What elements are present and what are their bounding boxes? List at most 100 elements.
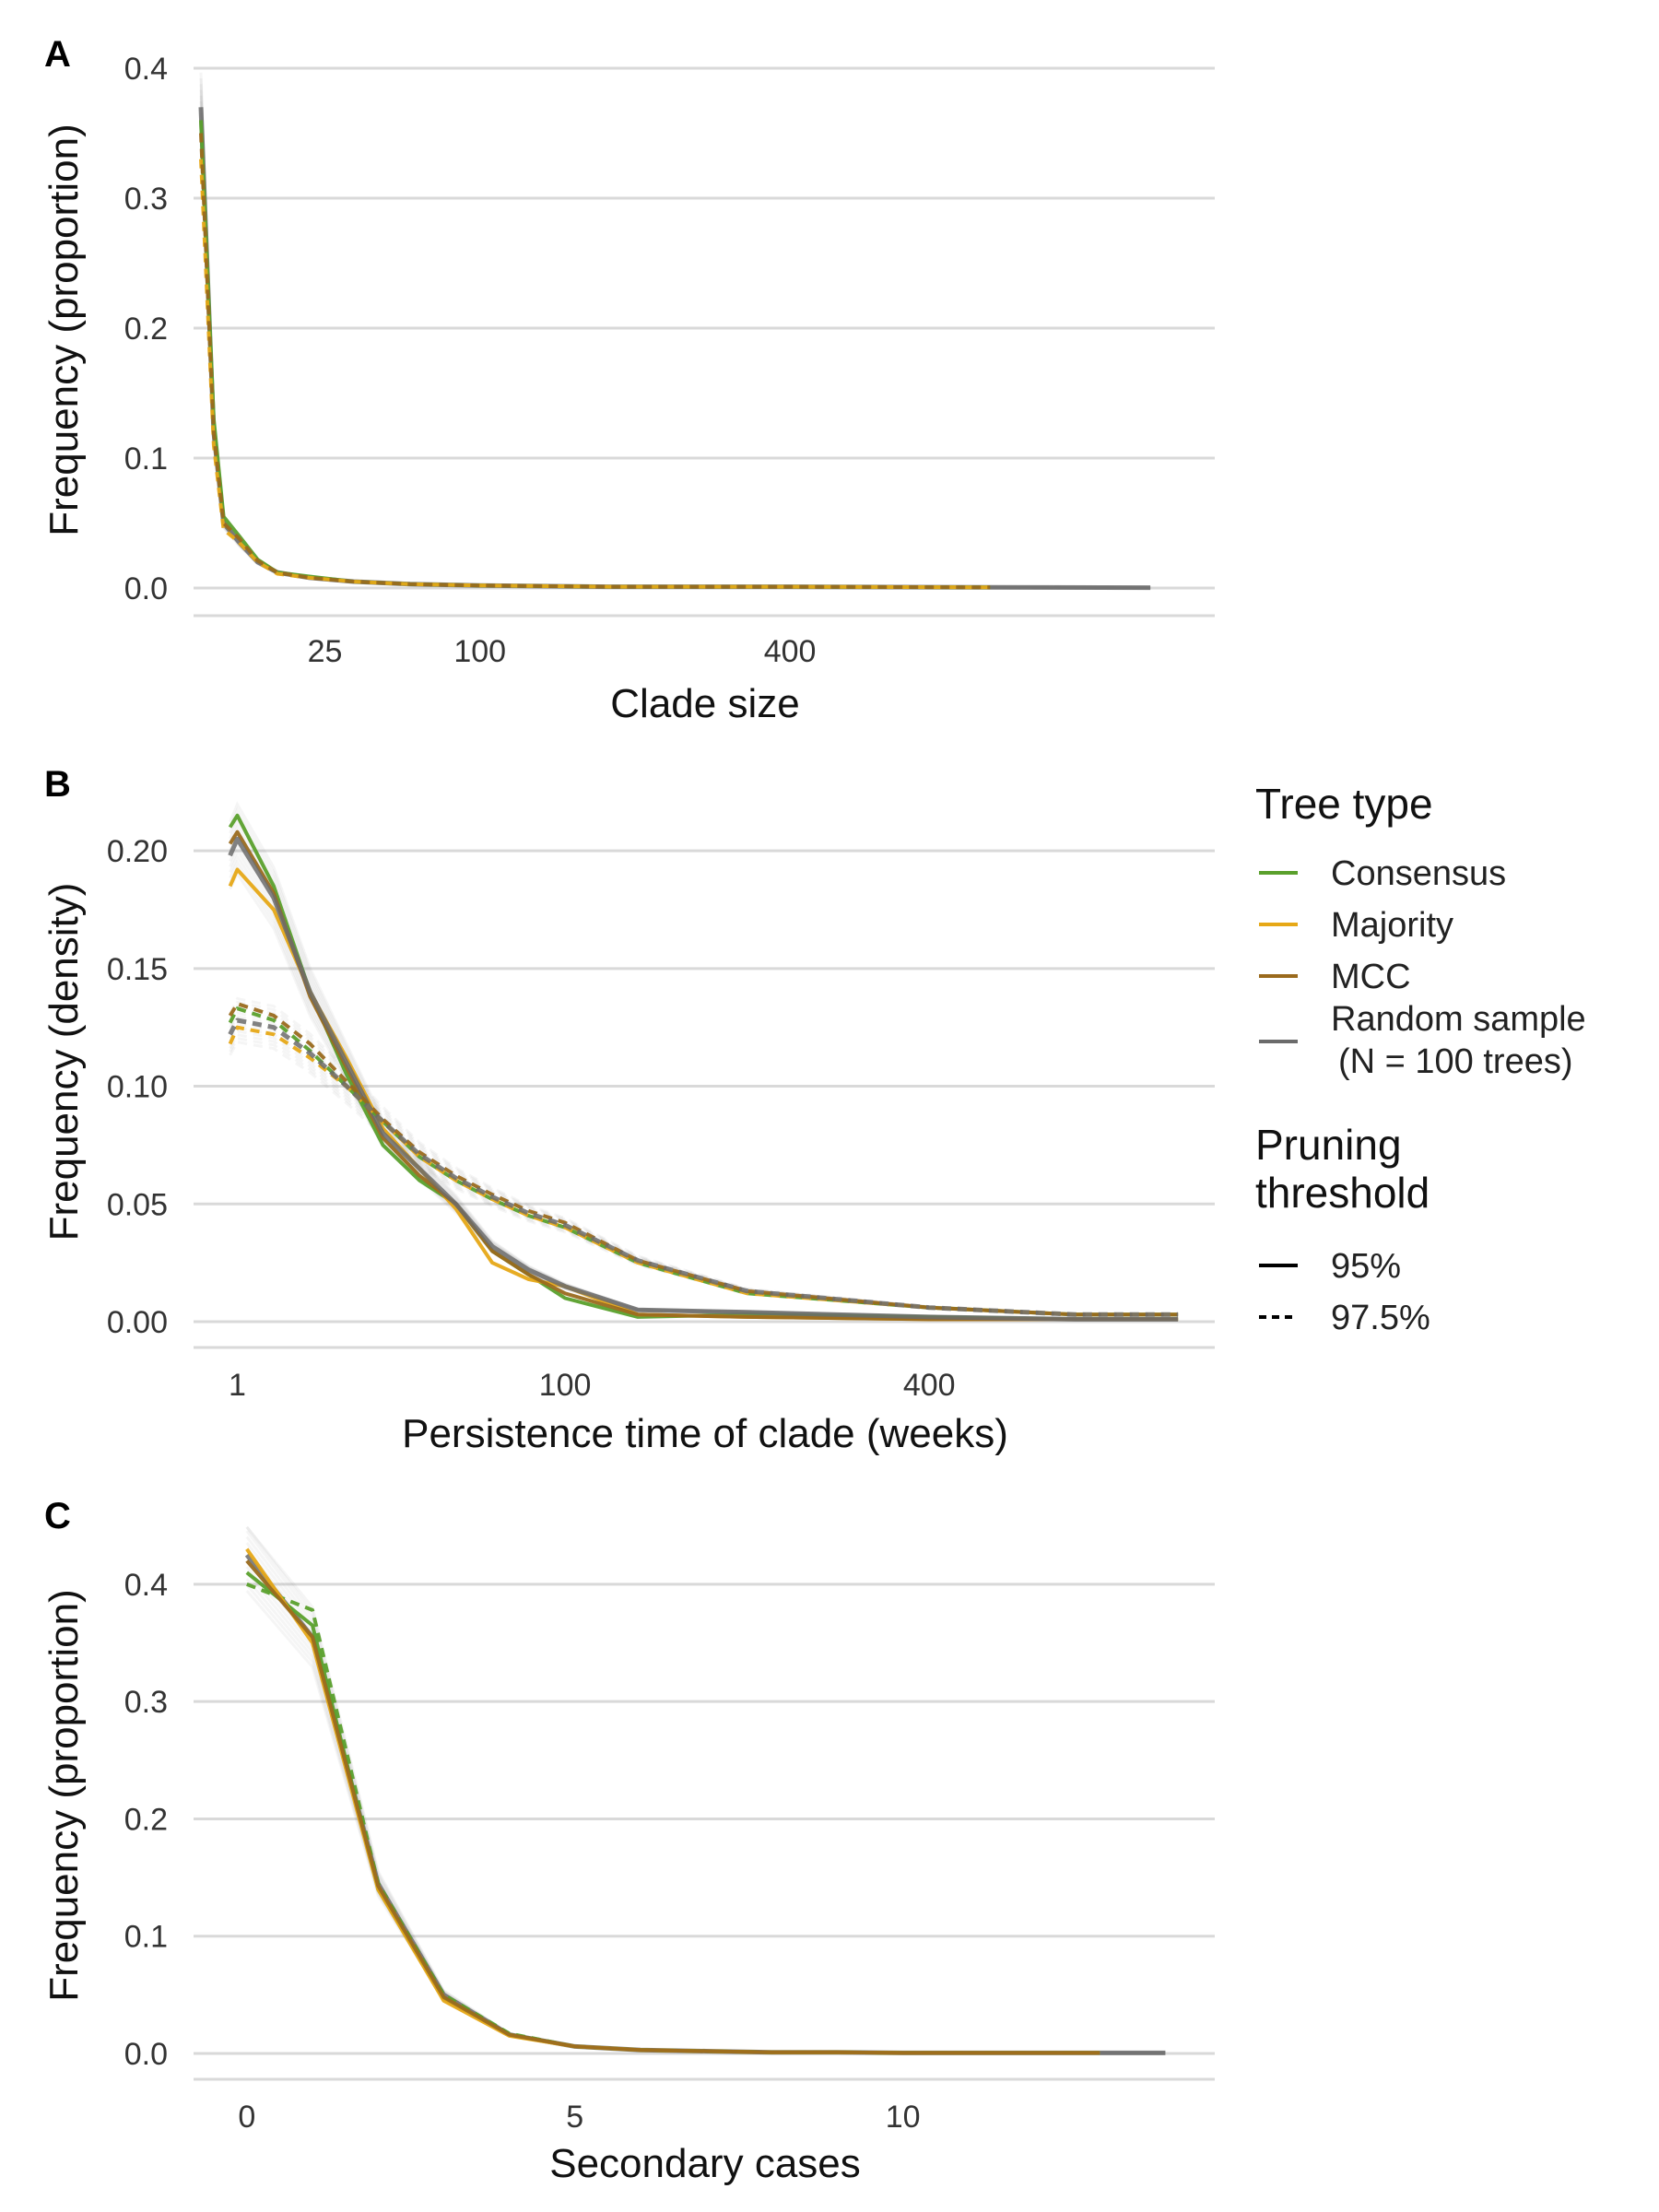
random-sample-trace: [245, 1571, 1166, 2054]
random-sample-trace: [245, 1530, 1166, 2054]
consensus-95-line: [245, 1571, 1100, 2055]
random-sample-trace: [199, 135, 1151, 590]
random-sample-trace: [199, 77, 1151, 590]
majority-95-line: [245, 1547, 1100, 2055]
random-sample-trace: [245, 1590, 1166, 2054]
random-sample-trace: [229, 1022, 1179, 1316]
x-tick-label: 400: [764, 634, 817, 669]
random-sample-trace: [229, 1015, 1179, 1316]
random-sample-trace: [245, 1566, 1166, 2054]
random-sample-95-line: [198, 107, 1151, 591]
legend-random-note: (N = 100 trees): [1338, 1042, 1573, 1081]
legend-consensus-label: Consensus: [1331, 854, 1506, 893]
panel-b-grid: [194, 849, 1215, 1324]
random-sample-trace: [229, 818, 1179, 1321]
y-tick-label: 0.2: [124, 312, 168, 347]
panel-a-grid: [194, 66, 1215, 590]
mcc-975-line: [228, 1002, 1179, 1317]
y-tick-label: 0.2: [124, 1802, 168, 1837]
x-tick-label: 0: [238, 2100, 255, 2135]
panel-b-y-title: Frequency (density): [41, 883, 87, 1241]
panel-c-y-title: Frequency (proportion): [41, 1589, 87, 2002]
random-sample-trace: [245, 1559, 1166, 2054]
random-sample-trace: [229, 1036, 1179, 1317]
legend-tree-type-title: Tree type: [1255, 780, 1433, 828]
y-tick-label: 0.10: [107, 1070, 168, 1105]
panel-a-x-title: Clade size: [610, 681, 799, 726]
x-tick-label: 10: [886, 2100, 921, 2135]
y-tick-label: 0.1: [124, 441, 168, 477]
random-sample-trace: [229, 806, 1179, 1321]
random-sample-trace: [229, 859, 1179, 1322]
panel-a-y-title: Frequency (proportion): [41, 124, 87, 536]
random-sample-trace: [245, 1525, 1166, 2054]
panel-b-ticks: 0.00 0.05 0.10 0.15 0.20 1 100 400: [107, 834, 956, 1403]
random-sample-trace: [229, 1004, 1179, 1316]
legend-pruning-title-2: threshold: [1255, 1169, 1430, 1217]
legend-pruning-title-1: Pruning: [1255, 1121, 1402, 1169]
random-sample-trace: [199, 124, 1151, 590]
x-tick-label: 5: [566, 2100, 583, 2135]
random-sample-trace: [199, 100, 1151, 590]
y-tick-label: 0.0: [124, 2037, 168, 2072]
random-sample-trace: [199, 89, 1151, 590]
legend-random-label: Random sample: [1331, 1000, 1586, 1039]
consensus-95-line: [199, 120, 991, 590]
panel-c-grid: [194, 1583, 1215, 2055]
panel-c: C 0.0 0.1 0.2 0.3 0.4 0 5 10 Secondary cases Fr…: [41, 1496, 1215, 2186]
x-tick-label: 1: [229, 1368, 246, 1403]
x-tick-label: 100: [539, 1368, 592, 1403]
random-sample-trace: [229, 1000, 1179, 1316]
random-sample-trace: [245, 1547, 1166, 2054]
random-sample-95-line: [244, 1553, 1166, 2055]
panel-c-series: [244, 1525, 1166, 2055]
y-tick-label: 0.00: [107, 1305, 168, 1340]
random-sample-trace: [199, 141, 1151, 590]
random-sample-trace: [229, 996, 1179, 1316]
random-sample-trace: [229, 841, 1179, 1321]
y-tick-label: 0.0: [124, 571, 168, 606]
legend-95-label: 95%: [1331, 1247, 1401, 1286]
random-sample-trace: [229, 1026, 1179, 1316]
random-sample-trace: [229, 1030, 1179, 1317]
panel-a-series: [198, 72, 1151, 591]
random-sample-trace: [199, 84, 1151, 590]
random-sample-trace: [229, 853, 1179, 1321]
random-sample-trace: [199, 112, 1151, 590]
x-tick-label: 25: [308, 634, 343, 669]
random-sample-975-line: [228, 1018, 1179, 1317]
consensus-975-line: [228, 1006, 1179, 1317]
legend-majority-label: Majority: [1331, 906, 1453, 945]
panel-b-series: [228, 801, 1179, 1322]
y-tick-label: 0.1: [124, 1920, 168, 1955]
mcc-95-line: [245, 1559, 1100, 2055]
legend: Tree type Consensus Majority MCC Random …: [1255, 780, 1586, 1337]
random-sample-95-line: [228, 836, 1179, 1322]
x-tick-label: 400: [903, 1368, 956, 1403]
y-tick-label: 0.15: [107, 952, 168, 987]
random-sample-trace: [229, 1033, 1179, 1317]
y-tick-label: 0.4: [124, 52, 168, 87]
panel-c-x-title: Secondary cases: [549, 2141, 861, 2186]
panel-b-x-title: Persistence time of clade (weeks): [402, 1411, 1008, 1456]
panel-a: A 0.0 0.1 0.2 0.3 0.4 25 100 400 Clade size Fre…: [41, 34, 1215, 726]
panel-c-label: C: [44, 1496, 71, 1536]
mcc-975-line: [199, 133, 991, 590]
majority-975-line: [199, 159, 991, 590]
random-sample-trace: [229, 812, 1179, 1321]
panel-a-ticks: 0.0 0.1 0.2 0.3 0.4 25 100 400: [124, 52, 817, 669]
mcc-95-line: [228, 830, 1179, 1322]
panel-b: B 0.00 0.05 0.10 0.15 0.20 1 100 400 Persistenc…: [41, 764, 1215, 1456]
legend-975-label: 97.5%: [1331, 1299, 1430, 1337]
random-sample-trace: [245, 1542, 1166, 2054]
random-sample-trace: [199, 95, 1151, 590]
panel-a-label: A: [44, 34, 71, 75]
panel-b-label: B: [44, 764, 71, 805]
consensus-95-line: [228, 813, 1179, 1322]
random-sample-trace: [229, 1040, 1179, 1317]
y-tick-label: 0.05: [107, 1187, 168, 1222]
random-sample-trace: [229, 865, 1179, 1322]
random-sample-trace: [229, 824, 1179, 1321]
random-sample-trace: [229, 830, 1179, 1321]
